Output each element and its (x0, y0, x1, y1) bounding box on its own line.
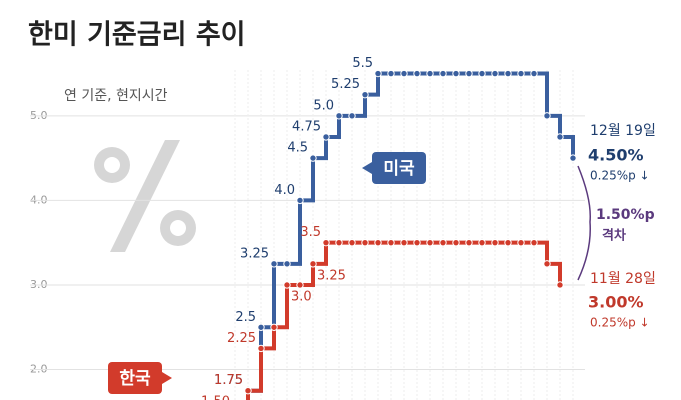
series: 1.75 2.5 3.25 4.0 4.5 4.75 5.0 5.25 5.5 (214, 56, 577, 395)
annotation: 3.00% (588, 293, 644, 312)
annotation: 격차 (602, 228, 626, 244)
value-label: 4.0 (274, 183, 295, 198)
value-label: 2.5 (235, 310, 256, 325)
point (257, 323, 265, 331)
point (452, 69, 460, 78)
point (296, 196, 304, 205)
legend-box (372, 152, 426, 184)
legend-pointer (362, 162, 372, 174)
point (426, 238, 434, 247)
point (426, 69, 434, 78)
point (465, 69, 473, 78)
point (257, 344, 265, 353)
value-label: 1.75 (214, 373, 243, 388)
point (452, 238, 460, 247)
point (478, 238, 486, 247)
point (361, 238, 369, 247)
value-label: 4.75 (292, 119, 321, 134)
value-label: 5.5 (352, 56, 373, 71)
step-line (246, 240, 562, 400)
point (556, 133, 564, 141)
point (504, 238, 512, 247)
value-label: 3.0 (291, 289, 312, 304)
point (569, 154, 577, 162)
point (530, 69, 538, 78)
percent-icon (94, 140, 196, 252)
chart-title: 한미 기준금리 추이 (28, 20, 246, 51)
point (309, 260, 317, 268)
point (387, 69, 395, 78)
value-label: 3.25 (317, 268, 346, 283)
point (400, 238, 408, 247)
point (543, 260, 551, 268)
point (413, 69, 421, 78)
annotation: 11월 28일 (590, 271, 656, 287)
point (283, 281, 291, 289)
annotation: 0.25%p ↓ (590, 316, 650, 330)
point (478, 69, 486, 78)
annotation: 1.50%p (596, 207, 655, 223)
point (270, 260, 278, 268)
point (374, 238, 382, 247)
point (244, 386, 252, 395)
point (439, 69, 447, 78)
series: 1.50 1.75 2.25 3.0 3.25 3.5 (201, 225, 564, 400)
point (400, 69, 408, 78)
point (465, 238, 473, 247)
point (543, 112, 551, 120)
annotation: 12월 19일 (590, 123, 656, 139)
legend-box (108, 362, 162, 394)
point (413, 238, 421, 247)
point (283, 260, 291, 268)
point (322, 133, 330, 141)
point (491, 69, 499, 78)
point (374, 69, 382, 78)
legend-pointer (162, 372, 172, 384)
annotation: 0.25%p ↓ (590, 169, 650, 183)
point (322, 238, 330, 247)
point (387, 238, 395, 247)
point (504, 69, 512, 78)
subtitle: 연 기준, 현지시간 (64, 88, 168, 104)
value-label: 4.5 (287, 141, 308, 156)
value-label: 3.5 (300, 225, 321, 240)
point (530, 238, 538, 247)
point (517, 69, 525, 78)
value-label: 1.50 (201, 394, 230, 400)
point (439, 238, 447, 247)
value-label: 5.25 (331, 77, 360, 92)
point (296, 281, 304, 289)
value-label: 5.0 (313, 98, 334, 113)
point (335, 112, 343, 120)
point (556, 281, 564, 289)
gap-brace (577, 165, 591, 281)
point (335, 238, 343, 247)
legend-label: 미국 (383, 159, 415, 179)
point (270, 323, 278, 331)
value-label: 3.25 (240, 246, 269, 261)
value-label: 2.25 (227, 331, 256, 346)
legend-label: 한국 (119, 369, 151, 389)
point (361, 90, 369, 99)
value-label: 1.75 (214, 373, 243, 388)
point (348, 112, 356, 120)
point (491, 238, 499, 247)
point (348, 238, 356, 247)
point (517, 238, 525, 247)
annotation: 4.50% (588, 146, 644, 165)
point (309, 154, 317, 162)
